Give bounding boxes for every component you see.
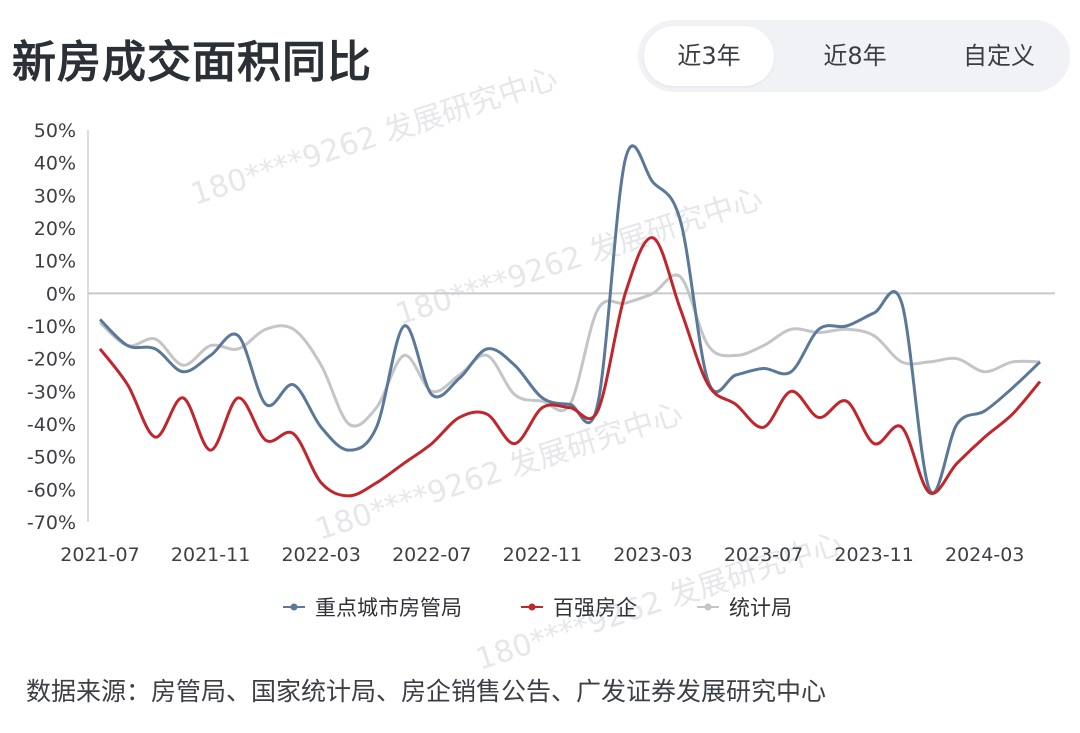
y-tick-label: -40%: [27, 414, 76, 436]
y-tick-label: 10%: [34, 251, 76, 273]
x-tick-label: 2023-11: [834, 544, 913, 566]
x-tick-label: 2023-03: [613, 544, 692, 566]
y-tick-label: -10%: [27, 316, 76, 338]
legend-label-0[interactable]: 重点城市房管局: [315, 596, 462, 620]
y-tick-label: -20%: [27, 349, 76, 371]
series-lines: [98, 144, 1042, 498]
y-tick-label: -30%: [27, 381, 76, 403]
y-tick-label: -70%: [27, 512, 76, 534]
x-tick-label: 2024-03: [945, 544, 1024, 566]
legend: 重点城市房管局 百强房企 统计局: [283, 596, 792, 620]
range-tabs: 近3年 近8年 自定义: [638, 20, 1070, 92]
y-tick-label: 0%: [46, 283, 76, 305]
y-tick-label: 40%: [34, 153, 76, 175]
x-tick-label: 2022-07: [392, 544, 471, 566]
legend-swatch-dot-0: [290, 603, 298, 611]
page-title: 新房成交面积同比: [12, 37, 372, 88]
data-source-note: 数据来源：房管局、国家统计局、房企销售公告、广发证券发展研究中心: [26, 677, 827, 706]
legend-swatch-dot-1: [528, 603, 536, 611]
x-tick-label: 2022-11: [503, 544, 582, 566]
watermark-text-0: 180****9262 发展研究中心: [187, 61, 562, 213]
legend-label-1[interactable]: 百强房企: [553, 596, 637, 620]
series-line-0: [98, 144, 1042, 495]
y-tick-label: -60%: [27, 479, 76, 501]
y-axis: 50% 40% 30% 20% 10% 0% -10% -20% -30% -40% -50% -60…: [27, 120, 1055, 534]
tab-custom[interactable]: 自定义: [963, 42, 1035, 70]
series-line-2: [98, 273, 1041, 428]
x-tick-label: 2021-07: [60, 544, 139, 566]
tab-8y[interactable]: 近8年: [823, 42, 887, 70]
watermark-text-1: 180****9262 发展研究中心: [392, 181, 767, 333]
x-tick-label: 2023-07: [724, 544, 803, 566]
tab-3y[interactable]: 近3年: [644, 26, 774, 86]
y-tick-label: 30%: [34, 185, 76, 207]
x-tick-label: 2022-03: [281, 544, 360, 566]
y-tick-label: -50%: [27, 447, 76, 469]
legend-swatch-dot-2: [704, 603, 712, 611]
x-tick-label: 2021-11: [171, 544, 250, 566]
y-tick-label: 50%: [34, 120, 76, 142]
series-line-1: [98, 236, 1042, 498]
legend-label-2[interactable]: 统计局: [729, 596, 792, 620]
x-axis: 2021-07 2021-11 2022-03 2022-07 2022-11 2023-…: [60, 544, 1024, 566]
y-tick-label: 20%: [34, 218, 76, 240]
